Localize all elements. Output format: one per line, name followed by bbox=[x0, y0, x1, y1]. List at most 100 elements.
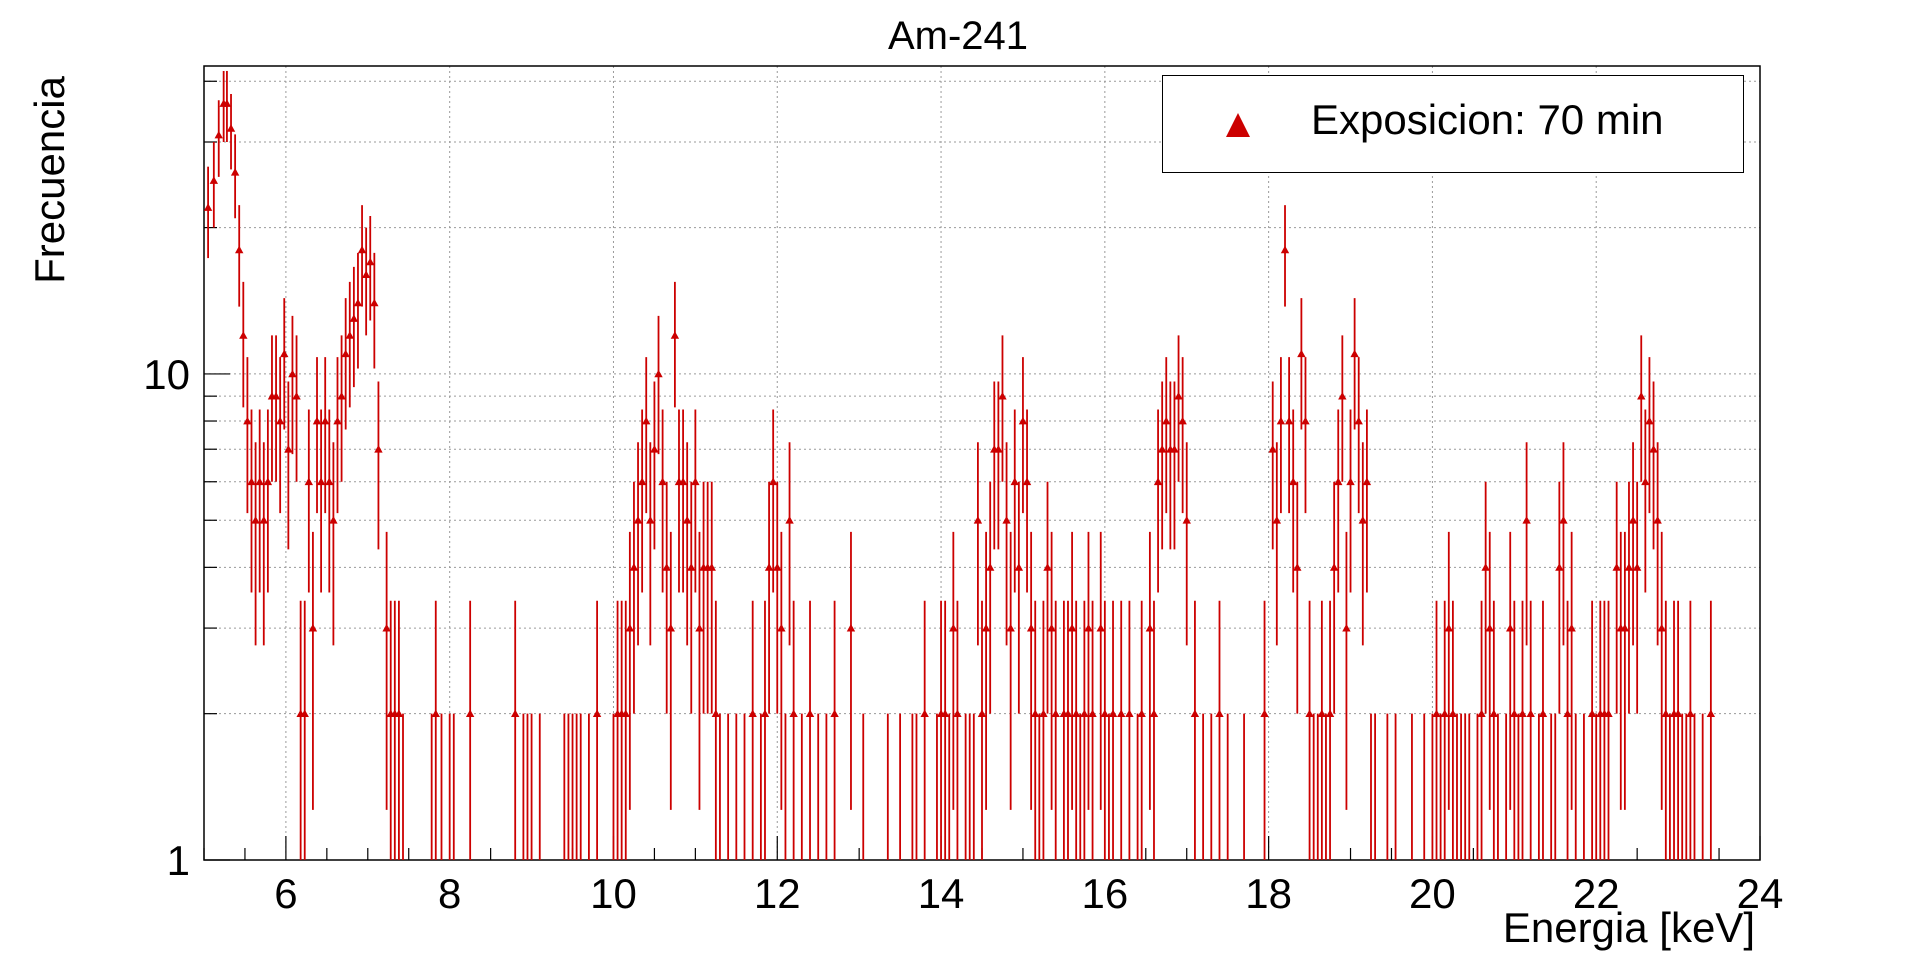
data-series bbox=[203, 70, 1716, 860]
data-point bbox=[1612, 481, 1621, 714]
marker-triangle bbox=[654, 369, 663, 378]
data-point bbox=[1297, 298, 1306, 430]
marker-triangle bbox=[1022, 477, 1032, 486]
marker-triangle bbox=[687, 563, 696, 571]
marker-triangle bbox=[209, 176, 219, 184]
marker-triangle bbox=[1555, 563, 1564, 571]
data-point bbox=[642, 357, 651, 514]
data-point bbox=[1649, 381, 1658, 550]
data-point bbox=[511, 600, 520, 860]
marker-triangle bbox=[973, 516, 983, 524]
data-point bbox=[394, 600, 404, 860]
chart-title: Am-241 bbox=[887, 14, 1029, 58]
marker-triangle bbox=[1632, 563, 1642, 571]
data-point bbox=[670, 281, 680, 408]
marker-triangle bbox=[1346, 477, 1355, 486]
data-point bbox=[1100, 600, 1110, 860]
data-point bbox=[1108, 600, 1118, 860]
marker-triangle bbox=[650, 445, 659, 453]
data-point bbox=[316, 409, 326, 593]
marker-triangle bbox=[773, 563, 782, 571]
data-point bbox=[695, 531, 704, 810]
marker-triangle bbox=[621, 709, 630, 718]
marker-triangle bbox=[748, 709, 757, 718]
data-point bbox=[687, 481, 696, 714]
legend: Exposicion: 70 min bbox=[1162, 75, 1744, 173]
marker-triangle bbox=[1108, 709, 1118, 718]
marker-triangle bbox=[682, 516, 692, 524]
data-point bbox=[1563, 600, 1572, 860]
data-point bbox=[789, 600, 798, 860]
marker-triangle bbox=[994, 445, 1003, 453]
data-point bbox=[284, 381, 293, 550]
data-point bbox=[1526, 600, 1535, 860]
data-point bbox=[777, 531, 786, 810]
data-point bbox=[1071, 600, 1081, 860]
data-point bbox=[592, 600, 602, 860]
data-point bbox=[349, 266, 359, 388]
data-point bbox=[271, 335, 281, 482]
data-point bbox=[760, 600, 770, 860]
data-point bbox=[981, 531, 991, 810]
data-point bbox=[1641, 409, 1650, 593]
data-point bbox=[1178, 357, 1187, 514]
marker-triangle bbox=[711, 709, 721, 718]
data-point bbox=[953, 600, 962, 860]
data-point bbox=[1596, 600, 1605, 860]
x-tick-label: 18 bbox=[1245, 870, 1292, 917]
marker-triangle bbox=[1018, 416, 1028, 425]
marker-triangle bbox=[1174, 391, 1183, 400]
marker-triangle bbox=[308, 623, 318, 632]
marker-triangle bbox=[366, 257, 375, 266]
x-tick-label: 20 bbox=[1409, 870, 1456, 917]
marker-triangle bbox=[251, 516, 260, 524]
data-point bbox=[203, 166, 213, 259]
data-point bbox=[1624, 481, 1634, 714]
data-point bbox=[251, 442, 260, 646]
data-point bbox=[1080, 600, 1089, 860]
marker-triangle bbox=[1170, 445, 1179, 453]
marker-triangle bbox=[300, 709, 309, 718]
data-point bbox=[682, 442, 692, 646]
data-point bbox=[308, 531, 318, 810]
marker-triangle bbox=[1153, 477, 1163, 486]
marker-triangle bbox=[1518, 709, 1527, 718]
marker-triangle bbox=[321, 416, 330, 425]
marker-triangle bbox=[1342, 623, 1351, 632]
marker-triangle bbox=[1567, 623, 1576, 632]
marker-triangle bbox=[284, 445, 293, 453]
data-point bbox=[1637, 335, 1646, 482]
marker-triangle bbox=[1350, 349, 1359, 358]
data-point bbox=[235, 205, 244, 307]
marker-triangle bbox=[1145, 623, 1155, 632]
marker-triangle bbox=[1444, 623, 1453, 632]
marker-triangle bbox=[349, 314, 359, 322]
marker-triangle bbox=[1325, 709, 1335, 718]
marker-triangle bbox=[341, 349, 350, 358]
marker-triangle bbox=[325, 477, 334, 486]
data-point bbox=[1137, 600, 1146, 860]
x-tick-label: 24 bbox=[1737, 870, 1784, 917]
data-point bbox=[748, 600, 757, 860]
data-point bbox=[805, 600, 815, 860]
marker-triangle bbox=[658, 477, 667, 486]
data-point bbox=[617, 600, 626, 860]
data-point bbox=[209, 141, 219, 228]
data-point bbox=[1317, 600, 1327, 860]
marker-triangle bbox=[1289, 477, 1298, 486]
data-point bbox=[633, 442, 643, 646]
data-point bbox=[1350, 298, 1359, 430]
data-point bbox=[1628, 442, 1638, 646]
data-point bbox=[621, 600, 630, 860]
marker-triangle bbox=[1268, 445, 1277, 453]
marker-triangle bbox=[785, 516, 794, 524]
marker-triangle bbox=[764, 563, 774, 571]
data-point bbox=[1149, 600, 1159, 860]
marker-triangle bbox=[1645, 416, 1654, 425]
data-point bbox=[1162, 357, 1171, 514]
marker-triangle bbox=[1477, 709, 1486, 718]
y-tick-label: 1 bbox=[167, 837, 190, 884]
data-point bbox=[1157, 381, 1167, 550]
marker-triangle bbox=[1358, 516, 1368, 524]
